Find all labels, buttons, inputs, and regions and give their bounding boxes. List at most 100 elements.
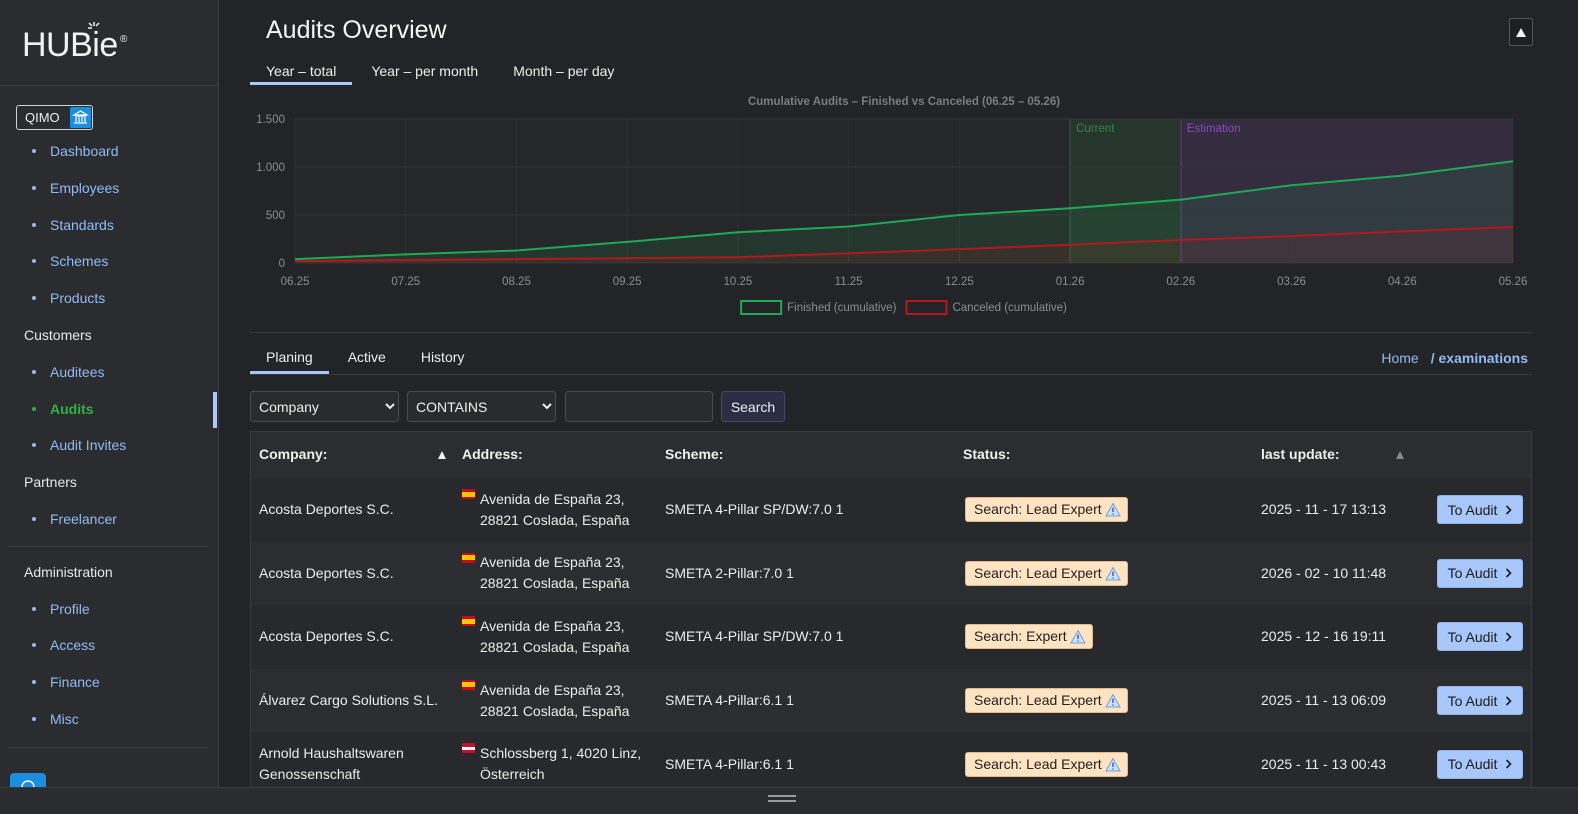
column-header[interactable]: last update:: [1261, 446, 1340, 462]
legend-swatch: [741, 301, 781, 314]
warning-icon: [1105, 502, 1121, 517]
address-line: Avenida de España 23,: [480, 552, 665, 573]
address-line: Schlossberg 1, 4020 Linz,: [480, 743, 665, 764]
table-row: Acosta Deportes S.C. Avenida de España 23…: [251, 542, 1531, 607]
cell: Avenida de España 23,28821 Coslada, Espa…: [480, 669, 665, 733]
to-audit-button[interactable]: To Audit: [1437, 559, 1523, 588]
status-badge: Search: Lead Expert: [965, 752, 1128, 777]
column-header[interactable]: Company:: [259, 446, 327, 462]
org-name: QIMO: [25, 110, 60, 125]
button-label: To Audit: [1448, 565, 1498, 581]
nav-link[interactable]: Profile: [50, 599, 90, 619]
org-switch[interactable]: QIMO: [16, 105, 93, 130]
chevron-icon: [1505, 696, 1512, 706]
nav-link[interactable]: Finance: [50, 672, 100, 692]
status-badge: Search: Expert: [965, 624, 1093, 649]
last-update: 2025 - 11 - 13 00:43: [1261, 754, 1431, 775]
x-tick-label: 09.25: [613, 276, 642, 288]
cell: Schlossberg 1, 4020 Linz,Österreich: [480, 732, 665, 787]
resize-handle[interactable]: [767, 794, 797, 804]
cell: SMETA 4-Pillar:6.1 1: [665, 732, 955, 787]
nav-link[interactable]: Misc: [50, 709, 79, 729]
to-audit-button[interactable]: To Audit: [1437, 495, 1523, 524]
x-tick-label: 11.25: [835, 276, 863, 288]
tab[interactable]: Planing: [250, 346, 329, 374]
field-select[interactable]: Company: [250, 391, 399, 422]
x-tick-label: 07.25: [391, 276, 420, 288]
chevron-icon: [1505, 759, 1512, 769]
logo: HUBie®: [22, 26, 118, 66]
nav-link[interactable]: Products: [50, 288, 105, 308]
tab[interactable]: Year – total: [250, 60, 352, 85]
nav-bullet: [32, 443, 36, 447]
scheme: SMETA 2-Pillar:7.0 1: [665, 563, 955, 584]
last-update: 2025 - 12 - 16 19:11: [1261, 626, 1431, 647]
flag-stripe: [462, 624, 475, 627]
scheme: SMETA 4-Pillar SP/DW:7.0 1: [665, 626, 955, 647]
cell: SMETA 4-Pillar SP/DW:7.0 1: [665, 605, 955, 669]
nav-bullet: [32, 717, 36, 721]
button-label: To Audit: [1448, 693, 1498, 709]
table: Company: Address: Scheme: Status: last updat…: [250, 431, 1532, 787]
y-tick-label: 500: [266, 210, 285, 222]
address-line: Avenida de España 23,: [480, 489, 665, 510]
nav-bullet: [32, 370, 36, 374]
cell: Acosta Deportes S.C.: [259, 605, 455, 669]
warning-icon: [1105, 757, 1121, 772]
x-tick-label: 12.25: [945, 276, 974, 288]
cell: Acosta Deportes S.C.: [259, 478, 455, 542]
button-label: To Audit: [1448, 756, 1498, 772]
cell: Arnold Haushaltswaren Genossenschaft: [259, 732, 455, 787]
nav-link[interactable]: Freelancer: [50, 509, 117, 529]
nav-link[interactable]: Dashboard: [50, 141, 119, 161]
column-header[interactable]: Scheme:: [665, 446, 723, 462]
x-tick-label: 10.25: [724, 276, 753, 288]
nav-bullet: [32, 296, 36, 300]
nav-bullet: [32, 259, 36, 263]
separator: [8, 747, 208, 748]
operator-select[interactable]: CONTAINS: [407, 391, 556, 422]
sidebar: HUBie® QIMO Dashboard Employees Standards Sch…: [0, 0, 219, 787]
logo-sparkle: [86, 20, 102, 36]
nav-link[interactable]: Standards: [50, 215, 114, 235]
chevron: [1507, 633, 1511, 641]
tab-bar: Year – totalYear – per monthMonth – per …: [250, 60, 633, 85]
nav-link[interactable]: Audit Invites: [50, 435, 126, 455]
collapse-button[interactable]: [1509, 18, 1533, 46]
bottom-bar: [0, 787, 1578, 814]
nav-bullet: [32, 223, 36, 227]
cell: Acosta Deportes S.C.: [259, 542, 455, 606]
search-button[interactable]: Search: [721, 391, 785, 422]
help-icon: [10, 773, 46, 787]
column-header[interactable]: Address:: [462, 446, 523, 462]
tab[interactable]: History: [405, 346, 481, 374]
to-audit-button[interactable]: To Audit: [1437, 686, 1523, 715]
nav-section: Customers: [24, 325, 92, 345]
column-header[interactable]: Status:: [963, 446, 1010, 462]
tab[interactable]: Year – per month: [355, 60, 494, 85]
bank: [74, 111, 87, 123]
nav-link[interactable]: Schemes: [50, 251, 108, 271]
flag-stripe: [462, 687, 475, 690]
nav-link[interactable]: Audits: [50, 399, 94, 419]
help-button[interactable]: [10, 773, 46, 787]
y-tick-label: 1.000: [256, 162, 285, 174]
search-input[interactable]: [565, 391, 713, 422]
table-row: Acosta Deportes S.C. Avenida de España 23…: [251, 478, 1531, 543]
triangle-up: [438, 451, 446, 459]
x-tick-label: 08.25: [502, 276, 531, 288]
flag-stripe: [462, 497, 475, 500]
to-audit-button[interactable]: To Audit: [1437, 750, 1523, 779]
table-row: Arnold Haushaltswaren Genossenschaft Schl…: [251, 732, 1531, 787]
breadcrumb-item[interactable]: Home: [1381, 350, 1418, 366]
tab-bar: PlaningActiveHistory: [250, 346, 483, 374]
to-audit-button[interactable]: To Audit: [1437, 622, 1523, 651]
nav-link[interactable]: Access: [50, 635, 95, 655]
x-tick-label: 06.25: [281, 276, 310, 288]
tab[interactable]: Month – per day: [497, 60, 630, 85]
nav-link[interactable]: Employees: [50, 178, 119, 198]
nav-link[interactable]: Auditees: [50, 362, 104, 382]
tab[interactable]: Active: [332, 346, 402, 374]
chevron: [1507, 760, 1511, 768]
table-header: Company: Address: Scheme: Status: last updat…: [251, 432, 1531, 479]
